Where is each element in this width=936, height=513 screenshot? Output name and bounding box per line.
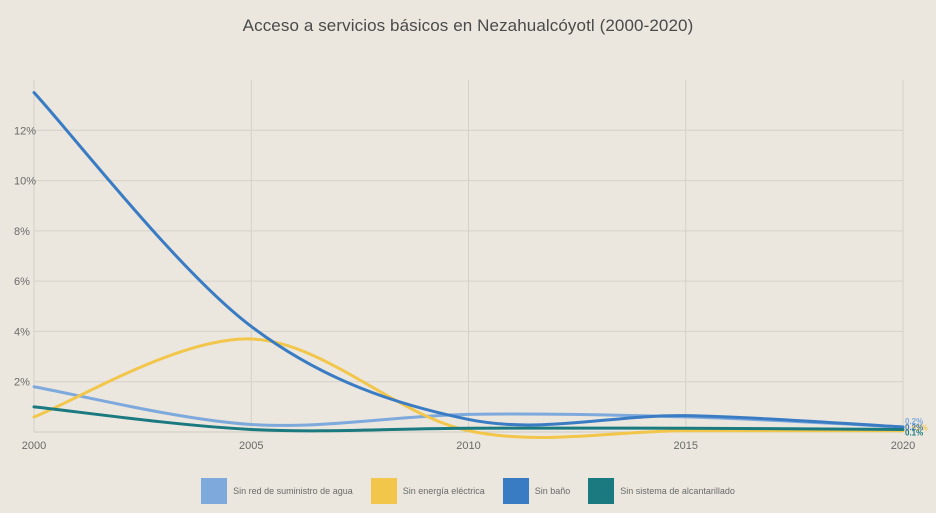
legend-label: Sin sistema de alcantarillado xyxy=(620,486,735,496)
end-label-sin-bano: 0.2% xyxy=(905,423,923,432)
y-tick-label: 12% xyxy=(14,125,36,137)
chart-title: Acceso a servicios básicos en Nezahualcó… xyxy=(242,16,694,35)
grid xyxy=(33,80,904,433)
legend-label: Sin red de suministro de agua xyxy=(233,486,353,496)
x-tick-label: 2000 xyxy=(22,440,46,452)
x-tick-label: 2010 xyxy=(456,440,480,452)
series-line-sin-energia-electrica xyxy=(32,337,905,440)
legend-item-sin-energia-electrica[interactable]: Sin energía eléctrica xyxy=(370,478,485,504)
x-tick-label: 2005 xyxy=(239,440,263,452)
legend-swatch xyxy=(370,478,397,504)
legend-label: Sin baño xyxy=(534,486,571,496)
legend-swatch xyxy=(201,478,228,504)
legend-item-sin-bano[interactable]: Sin baño xyxy=(502,478,571,504)
y-tick-label: 6% xyxy=(14,276,30,288)
end-labels: 0.2%0.05%0.2%0.1% xyxy=(905,417,928,438)
x-tick-label: 2015 xyxy=(674,440,698,452)
y-tick-label: 4% xyxy=(14,326,30,338)
axis-ticks: 2000 2005 2010 2015 2020 2% 4% 6% 8% 10% 12% xyxy=(14,125,915,452)
y-tick-label: 10% xyxy=(14,176,36,188)
legend-item-sin-sistema-de-alcantarillado[interactable]: Sin sistema de alcantarillado xyxy=(588,478,735,504)
y-tick-label: 8% xyxy=(14,226,30,238)
end-label-sin-energia-electrica: 0.05% xyxy=(905,424,928,433)
end-label-sin-sistema-de-alcantarillado: 0.1% xyxy=(905,428,923,437)
y-tick-label: 2% xyxy=(14,377,30,389)
legend-swatch xyxy=(502,478,529,504)
legend-swatch xyxy=(588,478,615,504)
end-label-sin-red-de-suministro-de-agua: 0.2% xyxy=(905,417,923,426)
series-line-sin-bano xyxy=(32,91,905,429)
series-lines xyxy=(32,91,905,440)
legend-item-sin-red-de-suministro-de-agua[interactable]: Sin red de suministro de agua xyxy=(201,478,353,504)
legend: Sin red de suministro de agua Sin energía… xyxy=(0,478,936,504)
x-tick-label: 2020 xyxy=(891,440,915,452)
legend-label: Sin energía eléctrica xyxy=(402,486,485,496)
